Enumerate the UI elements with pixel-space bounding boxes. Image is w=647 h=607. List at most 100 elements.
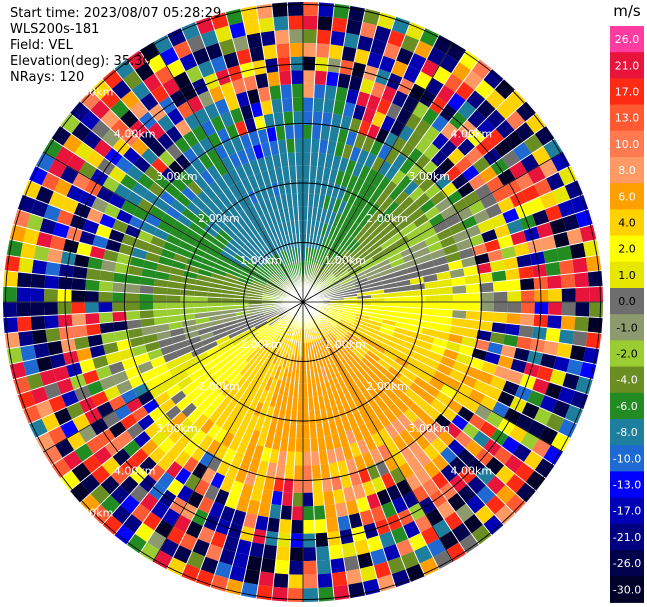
velocity-gate: [269, 276, 282, 286]
velocity-gate: [252, 528, 267, 545]
velocity-gate: [544, 204, 563, 222]
nrays-label: NRays: 120: [10, 70, 85, 85]
ray-gap: [302, 301, 493, 536]
velocity-gate: [389, 384, 405, 399]
velocity-gate: [394, 235, 410, 248]
velocity-gate: [412, 351, 428, 364]
velocity-gate: [366, 272, 381, 281]
velocity-gate: [22, 180, 42, 200]
velocity-gate: [58, 263, 74, 278]
velocity-gate: [258, 571, 275, 587]
velocity-gate: [313, 84, 326, 99]
velocity-gate: [33, 342, 50, 359]
velocity-gate: [397, 351, 413, 364]
velocity-gate: [266, 126, 278, 142]
velocity-gate: [474, 183, 492, 200]
velocity-gate: [431, 471, 449, 490]
velocity-gate: [241, 177, 254, 193]
velocity-gate: [298, 370, 303, 384]
colorbar-block: [610, 130, 644, 158]
velocity-gate: [228, 152, 242, 169]
velocity-gate: [30, 302, 45, 317]
ray-gap: [139, 50, 304, 303]
velocity-gate: [235, 539, 252, 556]
velocity-gate: [314, 264, 322, 278]
velocity-gate: [241, 396, 254, 412]
velocity-gate: [263, 113, 276, 129]
velocity-gate: [239, 227, 252, 242]
velocity-gate: [400, 551, 420, 570]
velocity-gate: [181, 186, 197, 202]
velocity-gate: [203, 252, 218, 264]
velocity-gate: [348, 264, 362, 275]
velocity-gate: [239, 344, 253, 357]
colorbar-tick-label: 21.0: [615, 59, 640, 72]
velocity-gate: [448, 368, 465, 383]
velocity-gate: [317, 324, 327, 337]
velocity-gate: [340, 416, 352, 432]
velocity-gate: [552, 185, 571, 205]
velocity-gate: [197, 326, 213, 336]
velocity-gate: [114, 329, 130, 342]
velocity-gate: [126, 310, 141, 321]
velocity-gate: [166, 143, 183, 161]
velocity-gate: [303, 588, 319, 602]
velocity-gate: [310, 138, 321, 153]
velocity-gate: [213, 331, 229, 341]
velocity-gate: [197, 210, 212, 225]
velocity-gate: [62, 350, 80, 366]
velocity-gate: [86, 323, 101, 337]
velocity-gate: [43, 138, 63, 159]
velocity-gate: [43, 382, 62, 400]
velocity-gate: [427, 350, 443, 363]
velocity-gate: [222, 245, 237, 258]
velocity-gate: [150, 235, 166, 249]
velocity-gate: [317, 436, 327, 452]
velocity-gate: [73, 202, 92, 219]
velocity-gate: [397, 290, 412, 297]
colorbar-tick-label: -30.0: [613, 583, 641, 596]
velocity-gate: [203, 513, 220, 532]
velocity-gate: [194, 307, 209, 314]
velocity-gate: [139, 542, 160, 562]
velocity-gate: [310, 451, 321, 466]
velocity-gate: [345, 19, 363, 36]
velocity-gate: [187, 408, 203, 424]
velocity-gate: [157, 114, 175, 133]
velocity-gate: [144, 422, 162, 439]
velocity-gate: [273, 477, 285, 492]
velocity-gate: [222, 535, 240, 553]
velocity-gate: [526, 350, 544, 366]
velocity-gate: [227, 64, 243, 82]
velocity-gate: [303, 465, 313, 480]
velocity-gate: [250, 256, 263, 268]
velocity-gate: [174, 136, 191, 154]
velocity-gate: [472, 430, 491, 448]
velocity-gate: [9, 224, 27, 243]
velocity-gate: [440, 235, 456, 249]
velocity-gate: [348, 350, 361, 363]
velocity-gate: [506, 279, 521, 292]
velocity-gate: [49, 234, 66, 251]
ray-gap: [302, 112, 537, 303]
velocity-gate: [273, 365, 282, 380]
velocity-gate: [185, 520, 204, 539]
velocity-gate: [316, 266, 326, 280]
velocity-gate: [358, 165, 372, 181]
velocity-gate: [397, 307, 412, 314]
velocity-gate: [325, 517, 340, 533]
velocity-gate: [351, 525, 367, 543]
velocity-gate: [475, 447, 494, 467]
velocity-gate: [114, 183, 132, 200]
velocity-gate: [424, 183, 441, 199]
range-ring-label: 1.00km: [324, 254, 366, 267]
velocity-gate: [483, 438, 502, 457]
range-ring-label: 3.00km: [156, 170, 198, 183]
velocity-gate: [343, 555, 360, 572]
velocity-gate: [268, 378, 278, 393]
velocity-gate: [350, 326, 364, 337]
velocity-gate: [283, 478, 294, 493]
velocity-gate: [244, 329, 258, 340]
velocity-gate: [252, 253, 265, 266]
velocity-gate: [352, 177, 365, 193]
